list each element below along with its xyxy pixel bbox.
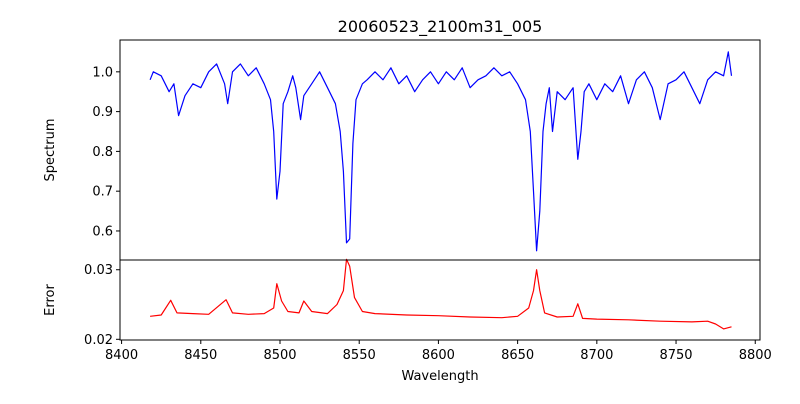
x-tick-label: 8800 (739, 348, 772, 363)
x-tick-label: 8450 (184, 348, 217, 363)
x-tick-label: 8400 (105, 348, 138, 363)
y-tick-label: 0.9 (92, 105, 113, 120)
x-tick-label: 8550 (343, 348, 376, 363)
x-tick-label: 8700 (580, 348, 613, 363)
x-tick-label: 8500 (263, 348, 296, 363)
y-tick-label: 0.7 (92, 185, 113, 200)
spectrum-line (149, 51, 733, 252)
x-tick-label: 8600 (422, 348, 455, 363)
error-line (150, 258, 732, 330)
y-tick-label: 0.8 (92, 145, 113, 160)
x-axis-label: Wavelength (401, 369, 478, 384)
y-tick-label: 0.6 (92, 224, 113, 239)
axes-frame (119, 39, 761, 261)
y-axis-label-spectrum: Spectrum (43, 119, 58, 182)
x-tick-label: 8650 (501, 348, 534, 363)
y-tick-label: 0.03 (84, 263, 113, 278)
x-tick-label: 8750 (659, 348, 692, 363)
y-tick-label: 0.02 (84, 333, 113, 348)
axes-frame (119, 259, 761, 341)
chart-title: 20060523_2100m31_005 (338, 17, 543, 37)
y-tick-label: 1.0 (92, 65, 113, 80)
y-axis-label-error: Error (43, 284, 58, 316)
